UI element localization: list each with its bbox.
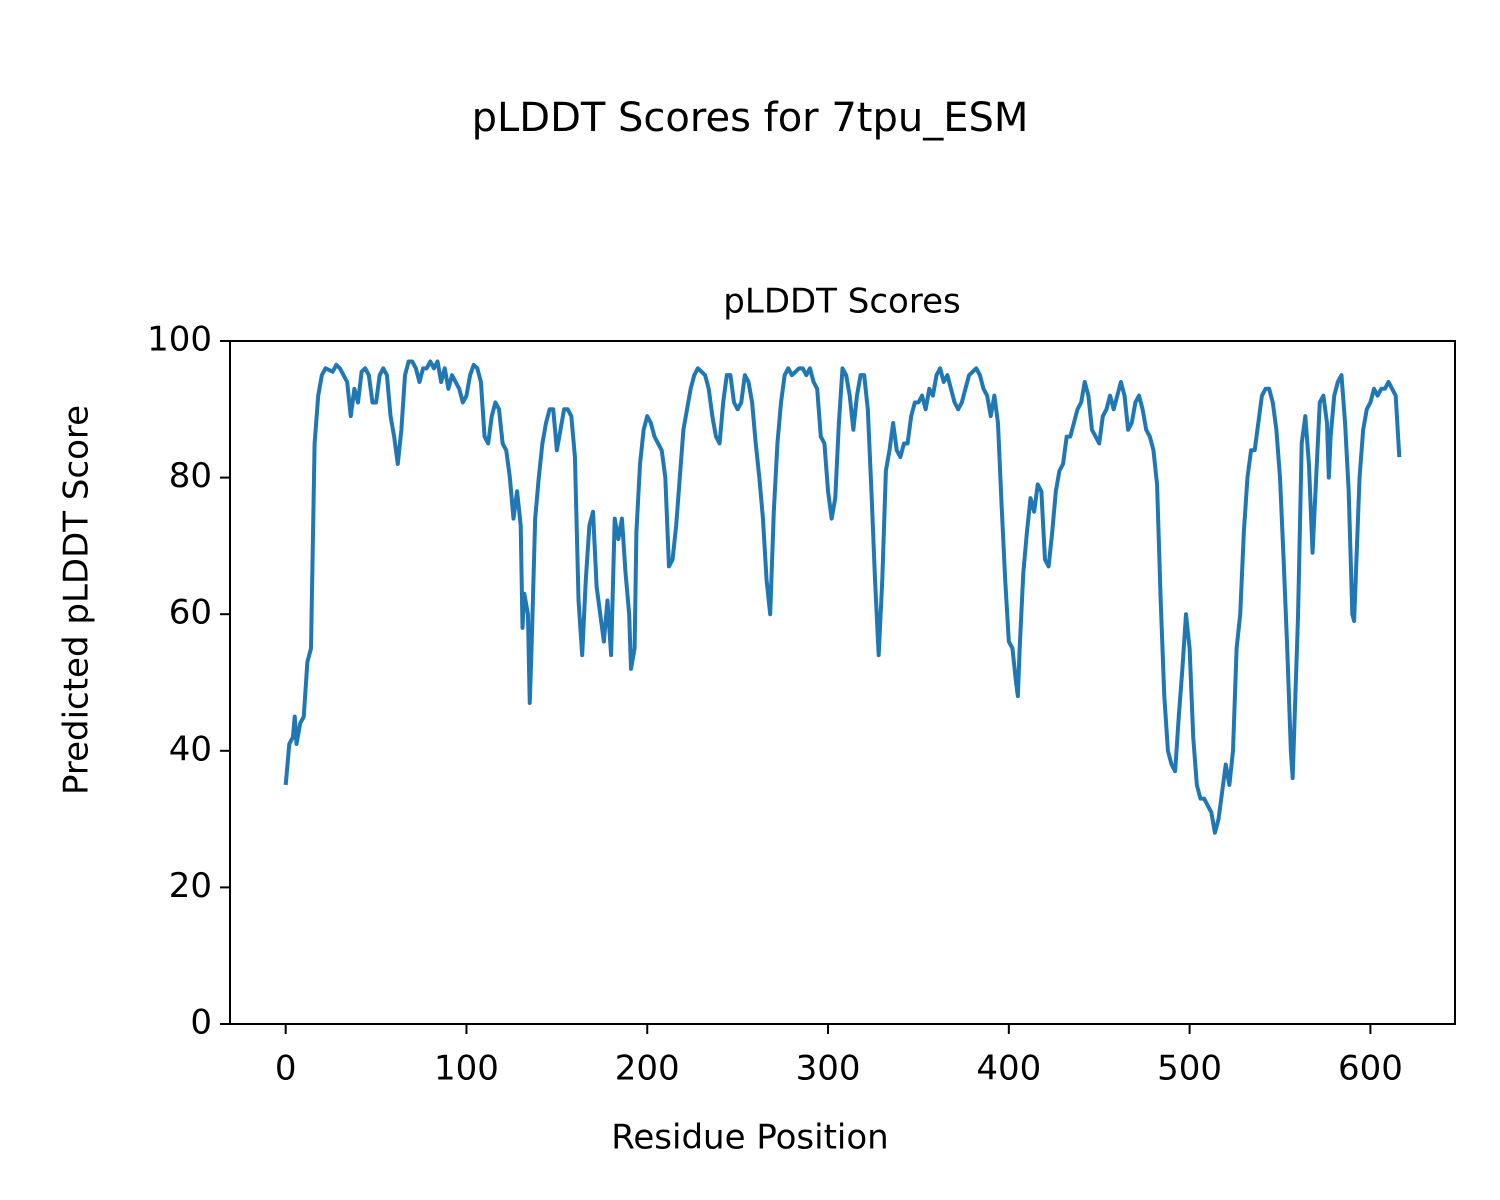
y-tick-label: 40	[169, 729, 212, 769]
y-tick-label: 80	[169, 456, 212, 496]
x-tick-label: 400	[976, 1049, 1041, 1089]
plot-frame	[229, 340, 1456, 1025]
y-tick-label: 60	[169, 593, 212, 633]
x-tick-label: 200	[615, 1049, 680, 1089]
chart-suptitle: pLDDT Scores for 7tpu_ESM	[472, 95, 1029, 141]
axes-title: pLDDT Scores	[723, 282, 960, 322]
y-tick-label: 0	[190, 1003, 212, 1043]
x-tick-label: 600	[1338, 1049, 1403, 1089]
x-tick-label: 300	[796, 1049, 861, 1089]
y-axis-label: Predicted pLDDT Score	[57, 405, 97, 795]
y-tick-label: 100	[147, 320, 212, 360]
x-tick-label: 100	[434, 1049, 499, 1089]
x-tick-label: 0	[275, 1049, 297, 1089]
x-tick-label: 500	[1157, 1049, 1222, 1089]
data-line	[283, 359, 1402, 835]
y-tick-label: 20	[169, 866, 212, 906]
x-axis-label: Residue Position	[611, 1118, 888, 1158]
